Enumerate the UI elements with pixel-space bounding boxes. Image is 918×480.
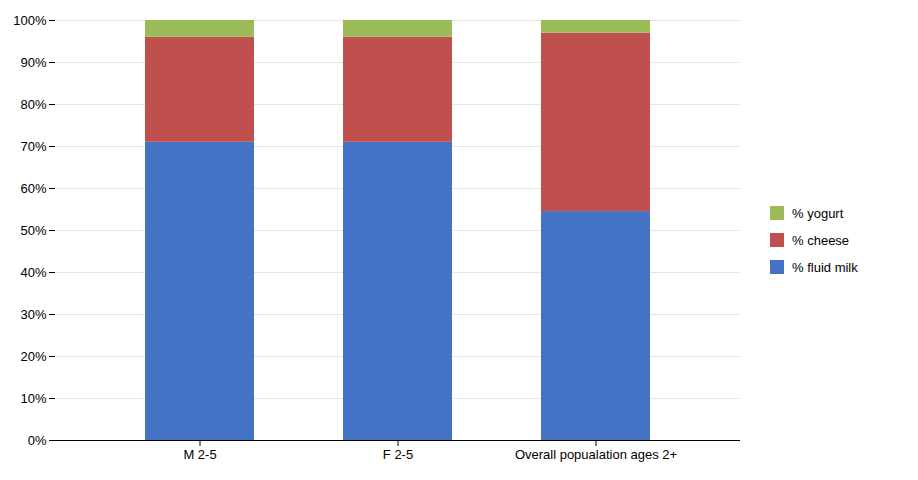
svg-text:0%: 0% [28,433,47,448]
html-text:% fluid milk: % fluid milk [792,259,858,275]
svg-text:F 2-5: F 2-5 [383,447,413,462]
svg-text:20%: 20% [20,349,46,364]
svg-text:90%: 90% [20,55,46,70]
svg-text:Overall popualation ages 2+: Overall popualation ages 2+ [515,447,677,462]
html-text:% yogurt: % yogurt [792,205,844,221]
svg-text:10%: 10% [20,391,46,406]
svg-text:40%: 40% [20,265,46,280]
svg-text:80%: 80% [20,97,46,112]
svg-text:100%: 100% [13,13,47,28]
svg-text:M 2-5: M 2-5 [183,447,216,462]
svg-text:60%: 60% [20,181,46,196]
html-text:% cheese: % cheese [792,232,850,248]
svg-text:50%: 50% [20,223,46,238]
svg-text:30%: 30% [20,307,46,322]
svg-text:70%: 70% [20,139,46,154]
